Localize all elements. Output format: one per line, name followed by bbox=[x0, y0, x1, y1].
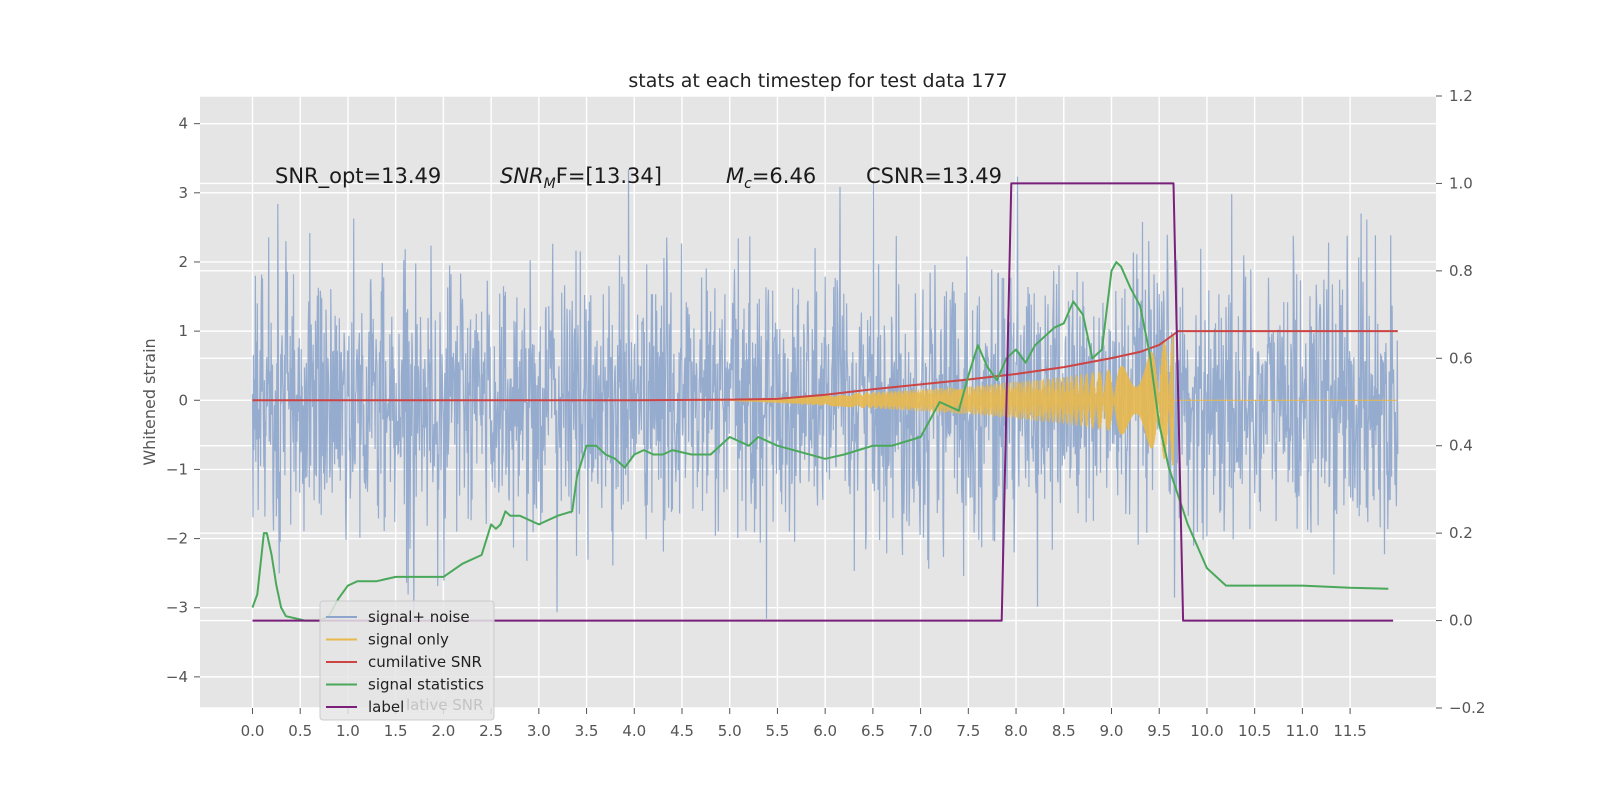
x-tick-label: 3.0 bbox=[527, 722, 551, 740]
y-tick-label: 0 bbox=[178, 391, 188, 409]
annotation-snr-mf-sub: M bbox=[544, 176, 556, 192]
y2-tick-label: 1.0 bbox=[1449, 174, 1473, 192]
y-tick-label: 1 bbox=[178, 322, 188, 340]
annotation-snr-mf-rest: F=[13.34] bbox=[556, 164, 662, 188]
series-layer bbox=[251, 169, 1399, 623]
y2-tick-label: 0.2 bbox=[1449, 524, 1473, 542]
y2-axis: 1.2 1.0 0.8 0.6 0.4 0.2 0.0 −0.2 bbox=[1436, 87, 1485, 717]
x-tick-label: 9.0 bbox=[1100, 722, 1124, 740]
series-label-line bbox=[252, 182, 1394, 622]
x-tick-label: 1.5 bbox=[384, 722, 408, 740]
x-tick-label: 10.5 bbox=[1238, 722, 1271, 740]
annotation-snr-mf-main: SNR bbox=[500, 164, 544, 188]
legend-label: signal+ noise bbox=[368, 608, 470, 626]
x-tick-label: 2.5 bbox=[479, 722, 503, 740]
legend-items: signal+ noise signal only cumilative SNR si… bbox=[326, 608, 484, 716]
x-tick-label: 4.0 bbox=[622, 722, 646, 740]
chart-title: stats at each timestep for test data 177 bbox=[628, 70, 1007, 92]
x-tick-label: 6.5 bbox=[861, 722, 885, 740]
y-tick-label: 3 bbox=[178, 184, 188, 202]
annotation-csnr: CSNR=13.49 bbox=[866, 164, 1002, 188]
y-tick-label: −1 bbox=[166, 460, 188, 478]
y2-tick-label: −0.2 bbox=[1449, 699, 1485, 717]
annotation-mc-sub: c bbox=[744, 176, 752, 192]
x-tick-label: 10.0 bbox=[1190, 722, 1223, 740]
legend-label: signal only bbox=[368, 631, 449, 649]
x-tick-label: 3.5 bbox=[575, 722, 599, 740]
x-tick-label: 1.0 bbox=[336, 722, 360, 740]
y-tick-label: −3 bbox=[166, 599, 188, 617]
y-tick-label: 2 bbox=[178, 253, 188, 271]
x-tick-label: 7.0 bbox=[909, 722, 933, 740]
legend-label: signal statistics bbox=[368, 676, 484, 694]
legend-ghost-text: lative SNR bbox=[406, 696, 483, 714]
legend: lative SNR signal+ noise signal only cumil… bbox=[319, 600, 495, 721]
x-tick-label: 0.0 bbox=[241, 722, 265, 740]
x-tick-label: 6.0 bbox=[813, 722, 837, 740]
annotation-mc: Mc=6.46 bbox=[726, 164, 816, 192]
x-tick-label: 7.5 bbox=[956, 722, 980, 740]
x-tick-label: 11.5 bbox=[1333, 722, 1366, 740]
x-tick-label: 8.0 bbox=[1004, 722, 1028, 740]
annotation-mc-main: M bbox=[726, 164, 744, 188]
y2-tick-label: 1.2 bbox=[1449, 87, 1473, 105]
x-tick-label: 0.5 bbox=[288, 722, 312, 740]
x-tick-label: 4.5 bbox=[670, 722, 694, 740]
annotation-snr-mf: SNRMF=[13.34] bbox=[500, 164, 662, 192]
annotation-snr-opt: SNR_opt=13.49 bbox=[275, 164, 441, 189]
x-axis: 0.0 0.5 1.0 1.5 2.0 2.5 3.0 3.5 4.0 4.5 5.0 5.5 6.0 6… bbox=[241, 708, 1367, 740]
legend-box bbox=[319, 600, 495, 721]
x-tick-label: 9.5 bbox=[1147, 722, 1171, 740]
x-tick-label: 5.0 bbox=[718, 722, 742, 740]
y-tick-label: 4 bbox=[178, 115, 188, 133]
x-tick-label: 5.5 bbox=[766, 722, 790, 740]
legend-label: label bbox=[368, 698, 404, 716]
y2-tick-label: 0.0 bbox=[1449, 612, 1473, 630]
y2-tick-label: 0.4 bbox=[1449, 437, 1473, 455]
x-tick-label: 11.0 bbox=[1286, 722, 1319, 740]
y-tick-label: −2 bbox=[166, 530, 188, 548]
series-signal-noise-line bbox=[251, 169, 1399, 623]
annotation-mc-rest: =6.46 bbox=[752, 164, 816, 188]
y-axis: 4 3 2 1 0 −1 −2 −3 −4 bbox=[166, 115, 200, 686]
y2-tick-label: 0.8 bbox=[1449, 262, 1473, 280]
x-tick-label: 2.0 bbox=[431, 722, 455, 740]
x-tick-label: 8.5 bbox=[1052, 722, 1076, 740]
y-tick-label: −4 bbox=[166, 668, 188, 686]
y2-tick-label: 0.6 bbox=[1449, 349, 1473, 367]
legend-label: cumilative SNR bbox=[368, 653, 482, 671]
series-signal-statistics-line bbox=[251, 261, 1389, 622]
y-axis-label: Whitened strain bbox=[140, 338, 159, 465]
